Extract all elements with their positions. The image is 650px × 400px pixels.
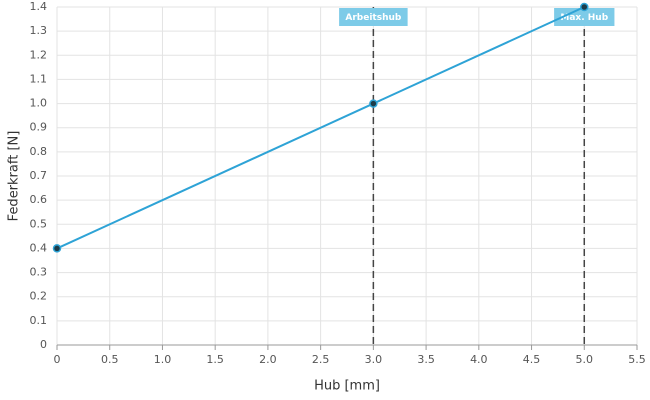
x-tick-label: 4.0 xyxy=(470,353,488,366)
y-tick-label: 0.9 xyxy=(30,121,48,134)
y-tick-label: 1.2 xyxy=(30,48,48,61)
data-point xyxy=(580,2,589,12)
annotation-box xyxy=(339,8,408,26)
x-axis-title: Hub [mm] xyxy=(314,379,380,394)
annotation-label: Max. Hub xyxy=(560,13,608,23)
y-axis-title: Federkraft [N] xyxy=(7,131,22,222)
y-tick-label: 1.4 xyxy=(30,0,48,13)
y-tick-label: 0.5 xyxy=(30,217,48,230)
data-point xyxy=(52,244,62,253)
x-tick-label: 3.0 xyxy=(365,353,383,366)
x-tick-label: 5.0 xyxy=(576,353,594,366)
y-tick-label: 1.0 xyxy=(30,97,48,110)
x-tick-label: 0 xyxy=(54,353,61,366)
y-tick-label: 0.8 xyxy=(30,145,48,158)
x-tick-label: 4.5 xyxy=(523,353,541,366)
x-tick-label: 5.5 xyxy=(628,353,646,366)
x-tick-label: 2.5 xyxy=(312,353,330,366)
x-tick-label: 1.5 xyxy=(206,353,224,366)
y-tick-label: 0.1 xyxy=(30,314,48,327)
y-tick-label: 0.4 xyxy=(30,241,48,254)
annotation-label: Arbeitshub xyxy=(345,13,402,23)
y-tick-label: 1.1 xyxy=(30,72,48,85)
x-tick-label: 3.5 xyxy=(417,353,435,366)
y-tick-label: 0.6 xyxy=(30,193,48,206)
y-tick-label: 1.3 xyxy=(30,24,48,37)
annotation-box xyxy=(554,8,615,26)
x-tick-label: 1.0 xyxy=(154,353,172,366)
y-tick-label: 0 xyxy=(40,338,47,351)
y-tick-label: 0.3 xyxy=(30,266,48,279)
data-point xyxy=(369,99,378,108)
y-tick-label: 0.7 xyxy=(30,169,48,182)
x-tick-label: 0.5 xyxy=(101,353,119,366)
x-tick-label: 2.0 xyxy=(259,353,277,366)
y-tick-label: 0.2 xyxy=(30,290,48,303)
